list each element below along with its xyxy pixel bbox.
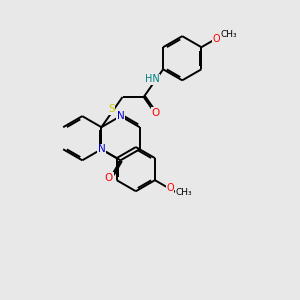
Text: HN: HN xyxy=(145,74,160,84)
Text: CH₃: CH₃ xyxy=(175,188,192,197)
Text: O: O xyxy=(213,34,220,44)
Text: S: S xyxy=(108,104,115,114)
Text: O: O xyxy=(151,107,160,118)
Text: N: N xyxy=(98,144,105,154)
Text: O: O xyxy=(166,183,174,193)
Text: CH₃: CH₃ xyxy=(220,30,237,39)
Text: N: N xyxy=(117,111,124,121)
Text: O: O xyxy=(105,173,113,183)
